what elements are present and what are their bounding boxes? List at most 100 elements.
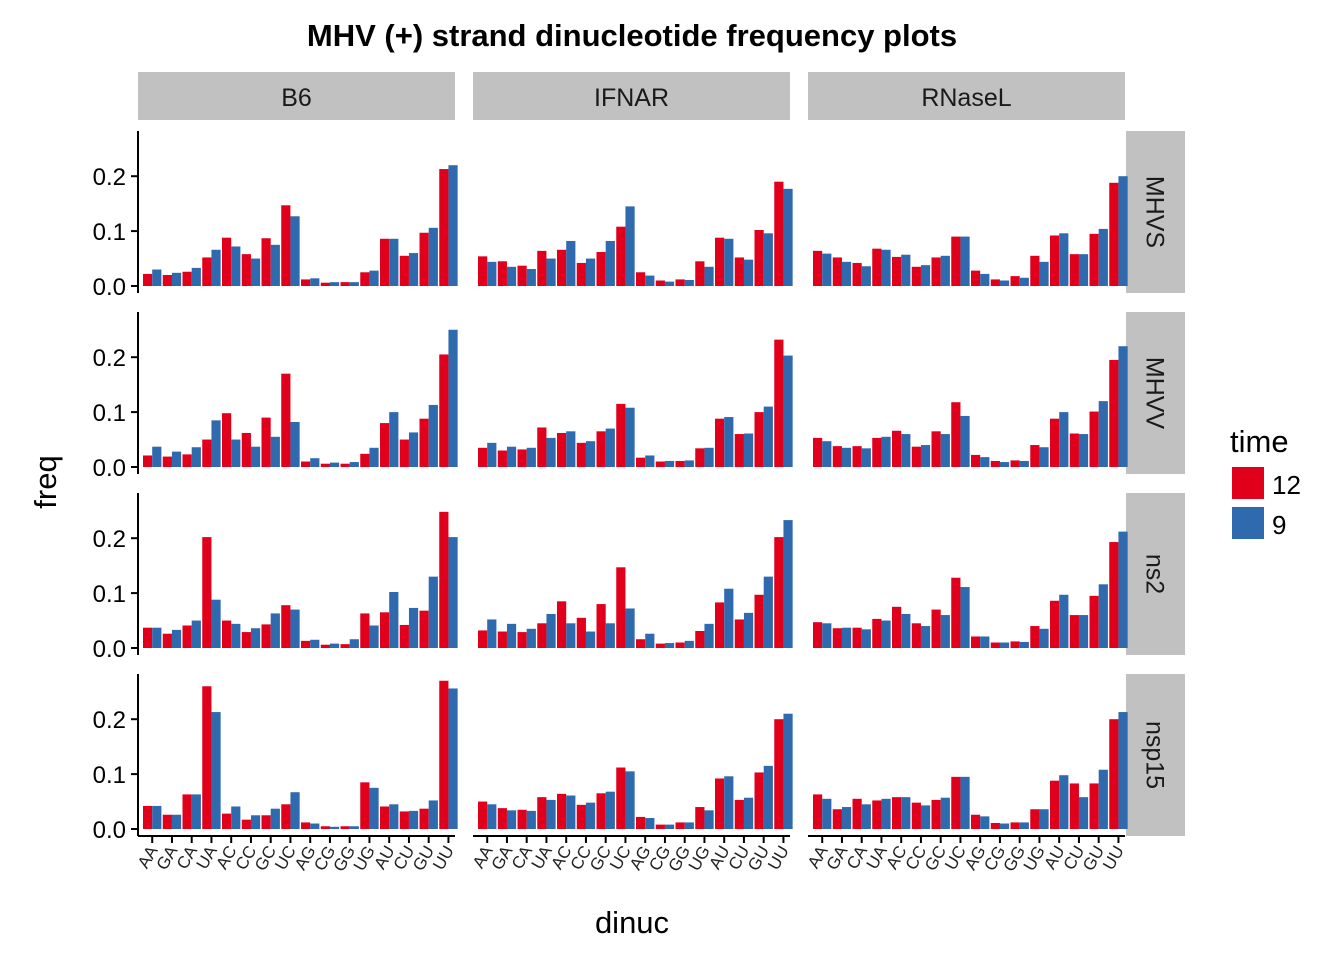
bar-ifnar-mhvs-ac-t9 xyxy=(566,240,576,286)
bar-rnasel-ns2-gu-t12 xyxy=(1089,595,1099,648)
bar-rnasel-mhvv-ua-t12 xyxy=(872,437,882,467)
bar-b6-ns2-ug-t9 xyxy=(369,625,379,648)
bar-rnasel-mhvs-gu-t12 xyxy=(1089,233,1099,286)
bar-rnasel-mhvs-aa-t12 xyxy=(813,250,823,286)
bar-ifnar-ns2-au-t12 xyxy=(715,602,725,648)
y-tick-label: 0.1 xyxy=(93,400,126,427)
bar-b6-mhvs-uu-t12 xyxy=(439,169,449,286)
bar-b6-mhvv-aa-t12 xyxy=(143,455,153,467)
bar-b6-mhvs-gc-t9 xyxy=(270,244,280,286)
bar-ifnar-ns2-aa-t9 xyxy=(487,619,497,648)
bar-ifnar-ns2-ug-t9 xyxy=(704,623,714,648)
bar-ifnar-ns2-ga-t9 xyxy=(506,623,517,648)
legend-label-12: 12 xyxy=(1272,470,1301,500)
y-tick-label: 0.1 xyxy=(93,219,126,246)
bar-rnasel-ns2-cg-t9 xyxy=(999,642,1010,648)
bar-rnasel-mhvv-ca-t9 xyxy=(861,448,871,467)
bar-rnasel-nsp15-au-t9 xyxy=(1059,775,1069,829)
bar-rnasel-ns2-cu-t9 xyxy=(1078,615,1089,648)
bar-rnasel-nsp15-au-t12 xyxy=(1050,780,1060,829)
bar-b6-mhvv-uc-t9 xyxy=(290,421,300,467)
bar-b6-nsp15-gc-t9 xyxy=(270,808,280,829)
bar-ifnar-mhvv-uc-t9 xyxy=(625,407,635,467)
bar-ifnar-mhvs-ca-t12 xyxy=(517,265,527,286)
bar-ifnar-mhvv-ga-t12 xyxy=(497,450,507,467)
bar-b6-mhvs-aa-t12 xyxy=(143,273,153,286)
row-strip-mhvv xyxy=(1126,312,1185,474)
bar-ifnar-nsp15-cg-t12 xyxy=(655,824,665,829)
bar-rnasel-mhvv-cg-t12 xyxy=(990,460,1000,467)
x-tick-label: UU xyxy=(764,843,793,874)
legend-title: time xyxy=(1230,424,1289,459)
bar-rnasel-ns2-cc-t9 xyxy=(920,626,931,648)
bar-rnasel-mhvs-ca-t9 xyxy=(861,266,871,286)
bar-ifnar-nsp15-ca-t9 xyxy=(526,810,536,829)
bar-ifnar-mhvs-ua-t9 xyxy=(546,258,556,286)
bar-b6-ns2-aa-t12 xyxy=(143,627,153,648)
bar-rnasel-mhvs-cg-t12 xyxy=(990,279,1000,286)
bar-ifnar-mhvs-uc-t12 xyxy=(616,226,626,286)
bar-rnasel-ns2-ua-t12 xyxy=(872,618,882,648)
bar-ifnar-mhvs-gu-t9 xyxy=(763,233,773,286)
bar-ifnar-mhvs-cg-t9 xyxy=(664,281,675,286)
bar-rnasel-mhvv-gu-t9 xyxy=(1098,401,1108,467)
bar-b6-mhvv-cg-t9 xyxy=(329,462,340,467)
bar-ifnar-mhvv-gc-t9 xyxy=(605,428,615,467)
bar-rnasel-mhvv-uc-t9 xyxy=(960,415,970,467)
bar-ifnar-ns2-gu-t12 xyxy=(754,594,764,648)
row-strip-ns2 xyxy=(1126,493,1185,655)
bar-ifnar-mhvv-gu-t12 xyxy=(754,412,764,467)
bar-rnasel-ns2-aa-t12 xyxy=(813,622,823,648)
bar-ifnar-mhvs-uu-t9 xyxy=(783,188,793,286)
bar-b6-mhvs-uc-t12 xyxy=(281,205,291,286)
bar-rnasel-mhvs-uc-t9 xyxy=(960,236,970,286)
bar-rnasel-nsp15-cg-t12 xyxy=(990,822,1000,829)
bar-rnasel-mhvv-ug-t9 xyxy=(1039,447,1049,467)
bar-b6-nsp15-ga-t9 xyxy=(171,814,182,829)
bar-b6-mhvs-ac-t12 xyxy=(222,237,232,286)
bar-b6-mhvv-uu-t9 xyxy=(448,329,458,467)
bar-b6-mhvv-gg-t12 xyxy=(340,463,350,467)
bar-rnasel-mhvv-uu-t12 xyxy=(1109,359,1119,467)
bar-ifnar-nsp15-uc-t12 xyxy=(616,767,626,829)
bar-rnasel-ns2-gc-t9 xyxy=(940,615,950,648)
bar-ifnar-ns2-uu-t9 xyxy=(783,520,793,648)
bar-rnasel-mhvs-ua-t9 xyxy=(881,249,891,286)
bar-ifnar-nsp15-ug-t9 xyxy=(704,810,714,829)
bar-ifnar-ns2-cg-t9 xyxy=(664,643,675,648)
row-strip-label: MHVV xyxy=(1141,357,1169,430)
bar-rnasel-mhvv-uc-t12 xyxy=(951,402,961,467)
bar-ifnar-mhvs-ca-t9 xyxy=(526,268,536,286)
bar-ifnar-mhvv-uc-t12 xyxy=(616,403,626,467)
bar-ifnar-mhvv-gc-t12 xyxy=(596,431,606,467)
bar-b6-ns2-uu-t9 xyxy=(448,537,458,648)
bar-ifnar-ns2-ca-t9 xyxy=(526,628,536,648)
bar-ifnar-mhvv-au-t12 xyxy=(715,418,725,467)
bar-rnasel-mhvs-gc-t12 xyxy=(931,257,941,286)
bar-b6-nsp15-cc-t9 xyxy=(250,815,261,829)
bar-rnasel-mhvv-aa-t12 xyxy=(813,437,823,467)
bar-rnasel-ns2-cc-t12 xyxy=(911,623,921,648)
bar-b6-mhvv-cc-t12 xyxy=(241,432,251,467)
bar-ifnar-ns2-aa-t12 xyxy=(478,630,488,648)
y-tick-label: 0.1 xyxy=(93,762,126,789)
bar-b6-nsp15-cu-t12 xyxy=(399,811,409,829)
bar-ifnar-nsp15-gg-t12 xyxy=(675,822,685,829)
y-tick-label: 0.0 xyxy=(93,636,126,663)
bar-ifnar-mhvv-ug-t12 xyxy=(695,448,705,467)
bar-ifnar-mhvv-ua-t12 xyxy=(537,427,547,467)
bar-rnasel-nsp15-gg-t12 xyxy=(1010,822,1020,829)
bar-b6-nsp15-gu-t12 xyxy=(419,808,429,829)
bar-rnasel-mhvs-ca-t12 xyxy=(852,262,862,286)
bar-rnasel-nsp15-ca-t12 xyxy=(852,798,862,829)
bar-b6-mhvv-au-t9 xyxy=(389,412,399,467)
bar-rnasel-mhvv-gc-t12 xyxy=(931,431,941,467)
bar-rnasel-nsp15-gc-t12 xyxy=(931,799,941,829)
bar-ifnar-ns2-gg-t12 xyxy=(675,642,685,648)
bar-rnasel-mhvs-ga-t9 xyxy=(841,261,852,286)
bar-b6-ns2-aa-t9 xyxy=(152,627,162,648)
bar-rnasel-mhvv-au-t9 xyxy=(1059,412,1069,467)
bar-rnasel-mhvs-cc-t12 xyxy=(911,266,921,286)
bar-rnasel-mhvs-au-t12 xyxy=(1050,235,1060,286)
bar-ifnar-nsp15-uc-t9 xyxy=(625,771,635,829)
